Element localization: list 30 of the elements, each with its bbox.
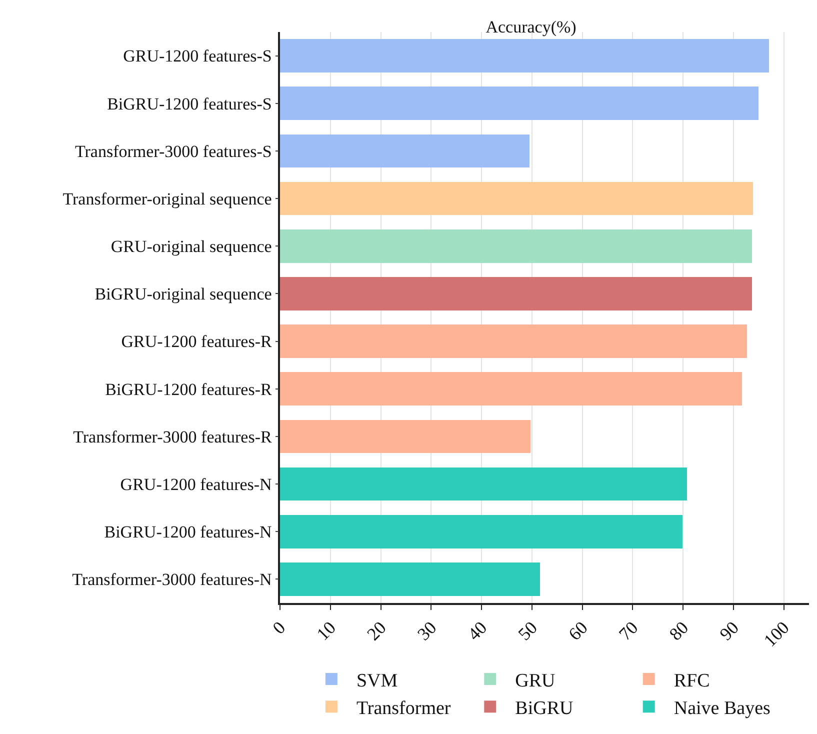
y-tick-label: BiGRU-original sequence <box>94 284 272 304</box>
x-tick-label: 30 <box>413 617 440 644</box>
y-tick-label: Transformer-3000 features-S <box>74 142 272 161</box>
x-tick-label: 10 <box>312 617 340 644</box>
y-tick-label: GRU-original sequence <box>110 237 272 256</box>
y-tick-label: Transformer-3000 features-R <box>73 427 273 446</box>
chart-title: Accuracy(%) <box>486 17 576 36</box>
x-tick-label: 100 <box>760 617 793 651</box>
legend-label: BiGRU <box>515 698 574 720</box>
y-tick-label: BiGRU-1200 features-S <box>107 94 272 114</box>
y-tick-label: BiGRU-1200 features-N <box>104 522 272 542</box>
x-tick-label: 20 <box>363 617 390 644</box>
y-tick-label: Transformer-original sequence <box>62 189 272 208</box>
x-tick-label: 50 <box>514 617 542 644</box>
legend-label: SVM <box>356 670 398 692</box>
x-tick-label: 60 <box>564 617 592 644</box>
y-tick-label: GRU-1200 features-S <box>123 46 272 66</box>
y-tick-label: Transformer-3000 features-N <box>72 570 272 590</box>
x-tick-label: 40 <box>464 617 491 644</box>
legend-label: RFC <box>674 670 710 692</box>
legend-label: Transformer <box>356 698 452 720</box>
y-tick-label: BiGRU-1200 features-R <box>105 380 272 399</box>
y-tick-label: GRU-1200 features-N <box>120 474 272 494</box>
legend-label: GRU <box>515 670 556 692</box>
y-tick-label: GRU-1200 features-R <box>121 332 273 352</box>
x-tick-label: 90 <box>716 617 743 644</box>
x-tick-label: 0 <box>268 617 290 638</box>
x-tick-label: 80 <box>665 617 692 644</box>
x-tick-label: 70 <box>614 617 642 644</box>
legend-label: Naive Bayes <box>674 698 770 720</box>
